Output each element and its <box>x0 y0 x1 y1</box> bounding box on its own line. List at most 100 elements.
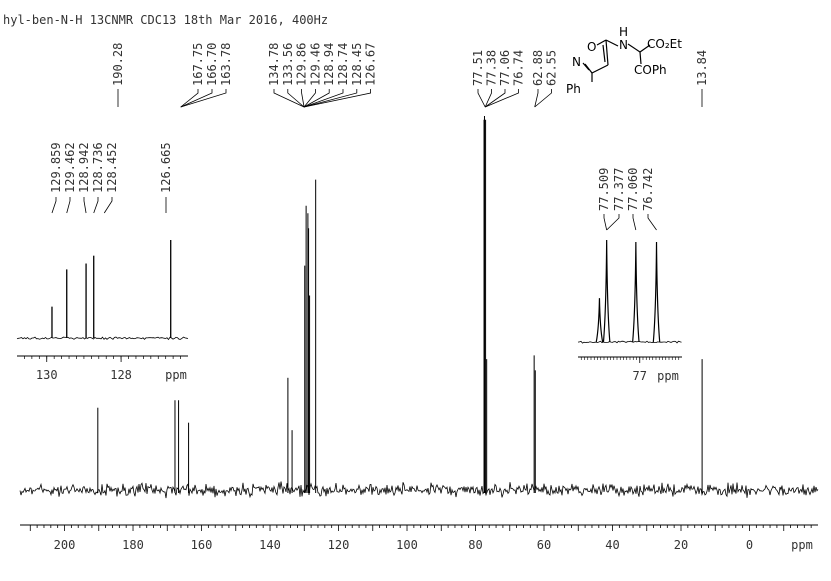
inset-solvent-region: 77 ppm 77.509 77.377 77.060 76.742 <box>577 168 682 383</box>
peak-label: 128.74 <box>336 43 350 86</box>
inset-left-axis-label: ppm <box>165 368 187 382</box>
inset-right-label-leader <box>606 214 620 231</box>
x-tick-label: 0 <box>746 538 753 552</box>
x-tick-label: 80 <box>468 538 482 552</box>
inset-right-peak-label: 77.060 <box>626 168 640 211</box>
inset-right-peak <box>595 298 604 343</box>
double-bond <box>602 44 606 63</box>
x-tick-label: 20 <box>674 538 688 552</box>
peak-label-leader <box>273 89 305 108</box>
peak-label-leader <box>303 89 344 108</box>
peak-label: 126.67 <box>364 43 378 86</box>
peak-label-leader <box>303 89 372 108</box>
peak-label: 133.56 <box>281 43 295 86</box>
inset-right-tick-label: 77 <box>633 369 647 383</box>
bond <box>627 43 641 53</box>
peak-label: 128.45 <box>350 43 364 86</box>
main-peak-labels: 190.28 167.75 166.70 163.78 134.78 133.56 129.… <box>111 43 709 108</box>
peak-label-leader <box>301 89 305 108</box>
inset-right-peak-label: 77.509 <box>597 168 611 211</box>
peak-label: 166.70 <box>205 43 219 86</box>
peak-label: 190.28 <box>111 43 125 86</box>
peak-label-leader <box>287 89 305 108</box>
phenyl-group-label: Ph <box>566 82 581 96</box>
x-tick-label: 40 <box>605 538 619 552</box>
inset-right-label-leader <box>647 214 657 231</box>
x-tick-label: 140 <box>259 538 281 552</box>
peak-label: 128.94 <box>322 43 336 86</box>
bond <box>591 64 609 74</box>
peak-label-leader <box>180 89 213 108</box>
ring-nitrogen-label: N <box>572 55 581 69</box>
bond <box>639 44 651 53</box>
ring-oxygen-label: O <box>587 40 596 54</box>
peak-label: 62.55 <box>545 50 559 86</box>
peak-label-leader <box>303 89 330 108</box>
amine-hydrogen-label: H <box>619 25 628 39</box>
inset-left-peak-label: 129.462 <box>63 142 77 193</box>
inset-left-label-leader <box>66 197 71 214</box>
peak-label-leader <box>534 89 539 108</box>
peak-label: 76.74 <box>512 50 526 86</box>
inset-right-label-leader <box>632 214 637 231</box>
inset-right-peak-label: 77.377 <box>612 168 626 211</box>
inset-aromatic-region: 130 128 ppm 129.859 129.462 128.942 128.736 128… <box>16 142 189 382</box>
benzoyl-group-label: COPh <box>634 63 667 77</box>
peak-label: 163.78 <box>219 43 233 86</box>
baseline-noise <box>19 481 819 499</box>
inset-left-label-leader <box>83 197 87 214</box>
peak-label: 134.78 <box>267 43 281 86</box>
inset-left-peak-label: 126.665 <box>159 142 173 193</box>
peak-label: 13.84 <box>695 50 709 86</box>
x-axis-label: ppm <box>791 538 813 552</box>
x-tick-label: 60 <box>537 538 551 552</box>
inset-right-baseline <box>577 340 682 344</box>
main-spectrum <box>19 116 819 499</box>
chart-title: hyl-ben-N-H 13CNMR CDC13 18th Mar 2016, … <box>3 13 328 27</box>
peak-label-leader <box>303 89 358 108</box>
bond <box>596 39 607 46</box>
x-tick-label: 100 <box>396 538 418 552</box>
peak-label-leader <box>477 89 486 108</box>
peak-label: 77.51 <box>471 50 485 86</box>
x-axis: 200 180 160 140 120 100 80 60 40 20 0 ppm <box>20 524 818 552</box>
peak-label-leader <box>484 89 506 108</box>
x-tick-label: 120 <box>328 538 350 552</box>
inset-left-tick-label: 130 <box>36 368 58 382</box>
inset-left-peak-label: 128.452 <box>105 142 119 193</box>
inset-left-baseline <box>16 336 189 341</box>
x-tick-label: 200 <box>54 538 76 552</box>
inset-left-peak-label: 128.942 <box>77 142 91 193</box>
inset-left-label-leader <box>103 197 113 214</box>
peak-label: 129.86 <box>295 43 309 86</box>
x-tick-label: 180 <box>122 538 144 552</box>
peak-label-leader <box>534 89 552 108</box>
peak-label: 77.06 <box>498 50 512 86</box>
inset-left-peak-label: 129.859 <box>49 142 63 193</box>
inset-right-peak <box>652 242 661 343</box>
peak-label-leader <box>180 89 199 108</box>
inset-left-label-leader <box>51 197 57 214</box>
peak-label-leader <box>484 89 492 108</box>
inset-right-peak <box>632 242 640 343</box>
inset-right-axis-label: ppm <box>657 369 679 383</box>
ester-group-label: CO₂Et <box>647 37 682 51</box>
peak-label-leader <box>485 89 519 108</box>
inset-right-peak-label: 76.742 <box>641 168 655 211</box>
peak-label: 129.46 <box>308 43 322 86</box>
inset-right-label-leader <box>603 214 608 231</box>
inset-right-peak <box>602 239 611 343</box>
peak-label-leader <box>180 89 227 108</box>
peak-label: 167.75 <box>191 43 205 86</box>
double-bond <box>582 62 590 71</box>
inset-left-label-leader <box>93 197 99 214</box>
bond <box>605 39 619 47</box>
inset-left-tick-label: 128 <box>110 368 132 382</box>
peak-label-leader <box>303 89 316 108</box>
bond <box>639 51 642 65</box>
peak-label: 77.38 <box>485 50 499 86</box>
bond <box>605 39 609 66</box>
peak-label: 62.88 <box>531 50 545 86</box>
